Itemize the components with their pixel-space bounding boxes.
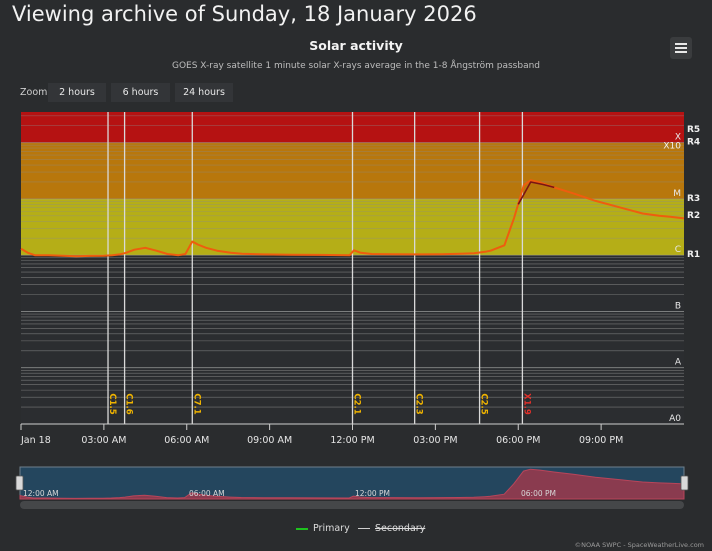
- legend-secondary[interactable]: Secondary: [358, 523, 425, 534]
- radio-blackout-label-r1: R1: [687, 250, 700, 260]
- event-label-c7-1: C7.1: [191, 393, 201, 414]
- zoom-label: Zoom: [20, 87, 48, 98]
- radio-blackout-label-r5: R5: [687, 125, 700, 135]
- credits: ©NOAA SWPC - SpaceWeatherLive.com: [574, 541, 704, 549]
- navigator-time-label: 12:00 PM: [355, 489, 390, 498]
- event-label-c2-1: C2.1: [352, 393, 362, 414]
- x-axis-tick-label: 12:00 PM: [330, 435, 374, 446]
- radio-blackout-label-r3: R3: [687, 194, 700, 204]
- flare-class-label-a: A: [675, 358, 682, 368]
- hamburger-menu-icon: [675, 43, 687, 53]
- radio-blackout-label-r4: R4: [687, 138, 700, 148]
- event-label-c1-5: C1.5: [107, 393, 117, 414]
- chart-title: Solar activity: [309, 38, 403, 53]
- navigator-left-handle[interactable]: [15, 475, 24, 491]
- navigator-time-label: 12:00 AM: [23, 489, 59, 498]
- x-axis-tick-label: 03:00 AM: [81, 435, 126, 446]
- navigator-series-area: [19, 468, 685, 500]
- zoom-2-hours-button[interactable]: 2 hours: [48, 83, 106, 102]
- flare-class-label-x: X: [675, 133, 681, 143]
- flare-class-label-c: C: [675, 245, 681, 255]
- series-primary-line: [20, 179, 685, 258]
- navigator[interactable]: 12:00 AM 06:00 AM 12:00 PM 06:00 PM: [15, 466, 689, 509]
- navigator-right-handle[interactable]: [680, 475, 689, 491]
- flare-class-label-b: B: [675, 301, 681, 311]
- navigator-time-label: 06:00 PM: [521, 489, 556, 498]
- series-secondary-line: [517, 181, 555, 205]
- extra-class-label-x10: X10: [663, 142, 681, 152]
- page-heading: Viewing archive of Sunday, 18 January 20…: [12, 2, 477, 26]
- navigator-time-label: 06:00 AM: [189, 489, 225, 498]
- legend-secondary-line-icon: [358, 528, 370, 529]
- zoom-6-hours-button[interactable]: 6 hours: [111, 83, 170, 102]
- x-axis-tick-label: 03:00 PM: [413, 435, 457, 446]
- legend-secondary-label: Secondary: [375, 523, 426, 534]
- event-label-c2-3: C2.3: [414, 393, 424, 414]
- navigator-scrollbar[interactable]: [20, 501, 684, 509]
- event-label-c1-6: C1.6: [124, 393, 134, 414]
- x-axis-tick-label: 09:00 PM: [579, 435, 623, 446]
- event-label-c2-5: C2.5: [479, 393, 489, 414]
- zoom-24-hours-button[interactable]: 24 hours: [175, 83, 233, 102]
- event-label-x1-9: X1.9: [521, 393, 531, 415]
- flare-class-label-a0: A0: [669, 414, 681, 424]
- x-axis-tick-label: Jan 18: [20, 435, 51, 446]
- x-axis-tick-label: 09:00 AM: [247, 435, 292, 446]
- legend-primary-line-icon: [296, 527, 308, 530]
- legend-primary[interactable]: Primary: [296, 523, 350, 534]
- x-axis-tick-label: 06:00 AM: [164, 435, 209, 446]
- radio-blackout-label-r2: R2: [687, 211, 700, 221]
- legend-primary-label: Primary: [313, 523, 350, 534]
- flare-class-label-m: M: [673, 189, 681, 199]
- chart-subtitle: GOES X-ray satellite 1 minute solar X-ra…: [171, 61, 541, 71]
- chart-menu-button[interactable]: [670, 37, 692, 59]
- x-axis-tick-label: 06:00 PM: [496, 435, 540, 446]
